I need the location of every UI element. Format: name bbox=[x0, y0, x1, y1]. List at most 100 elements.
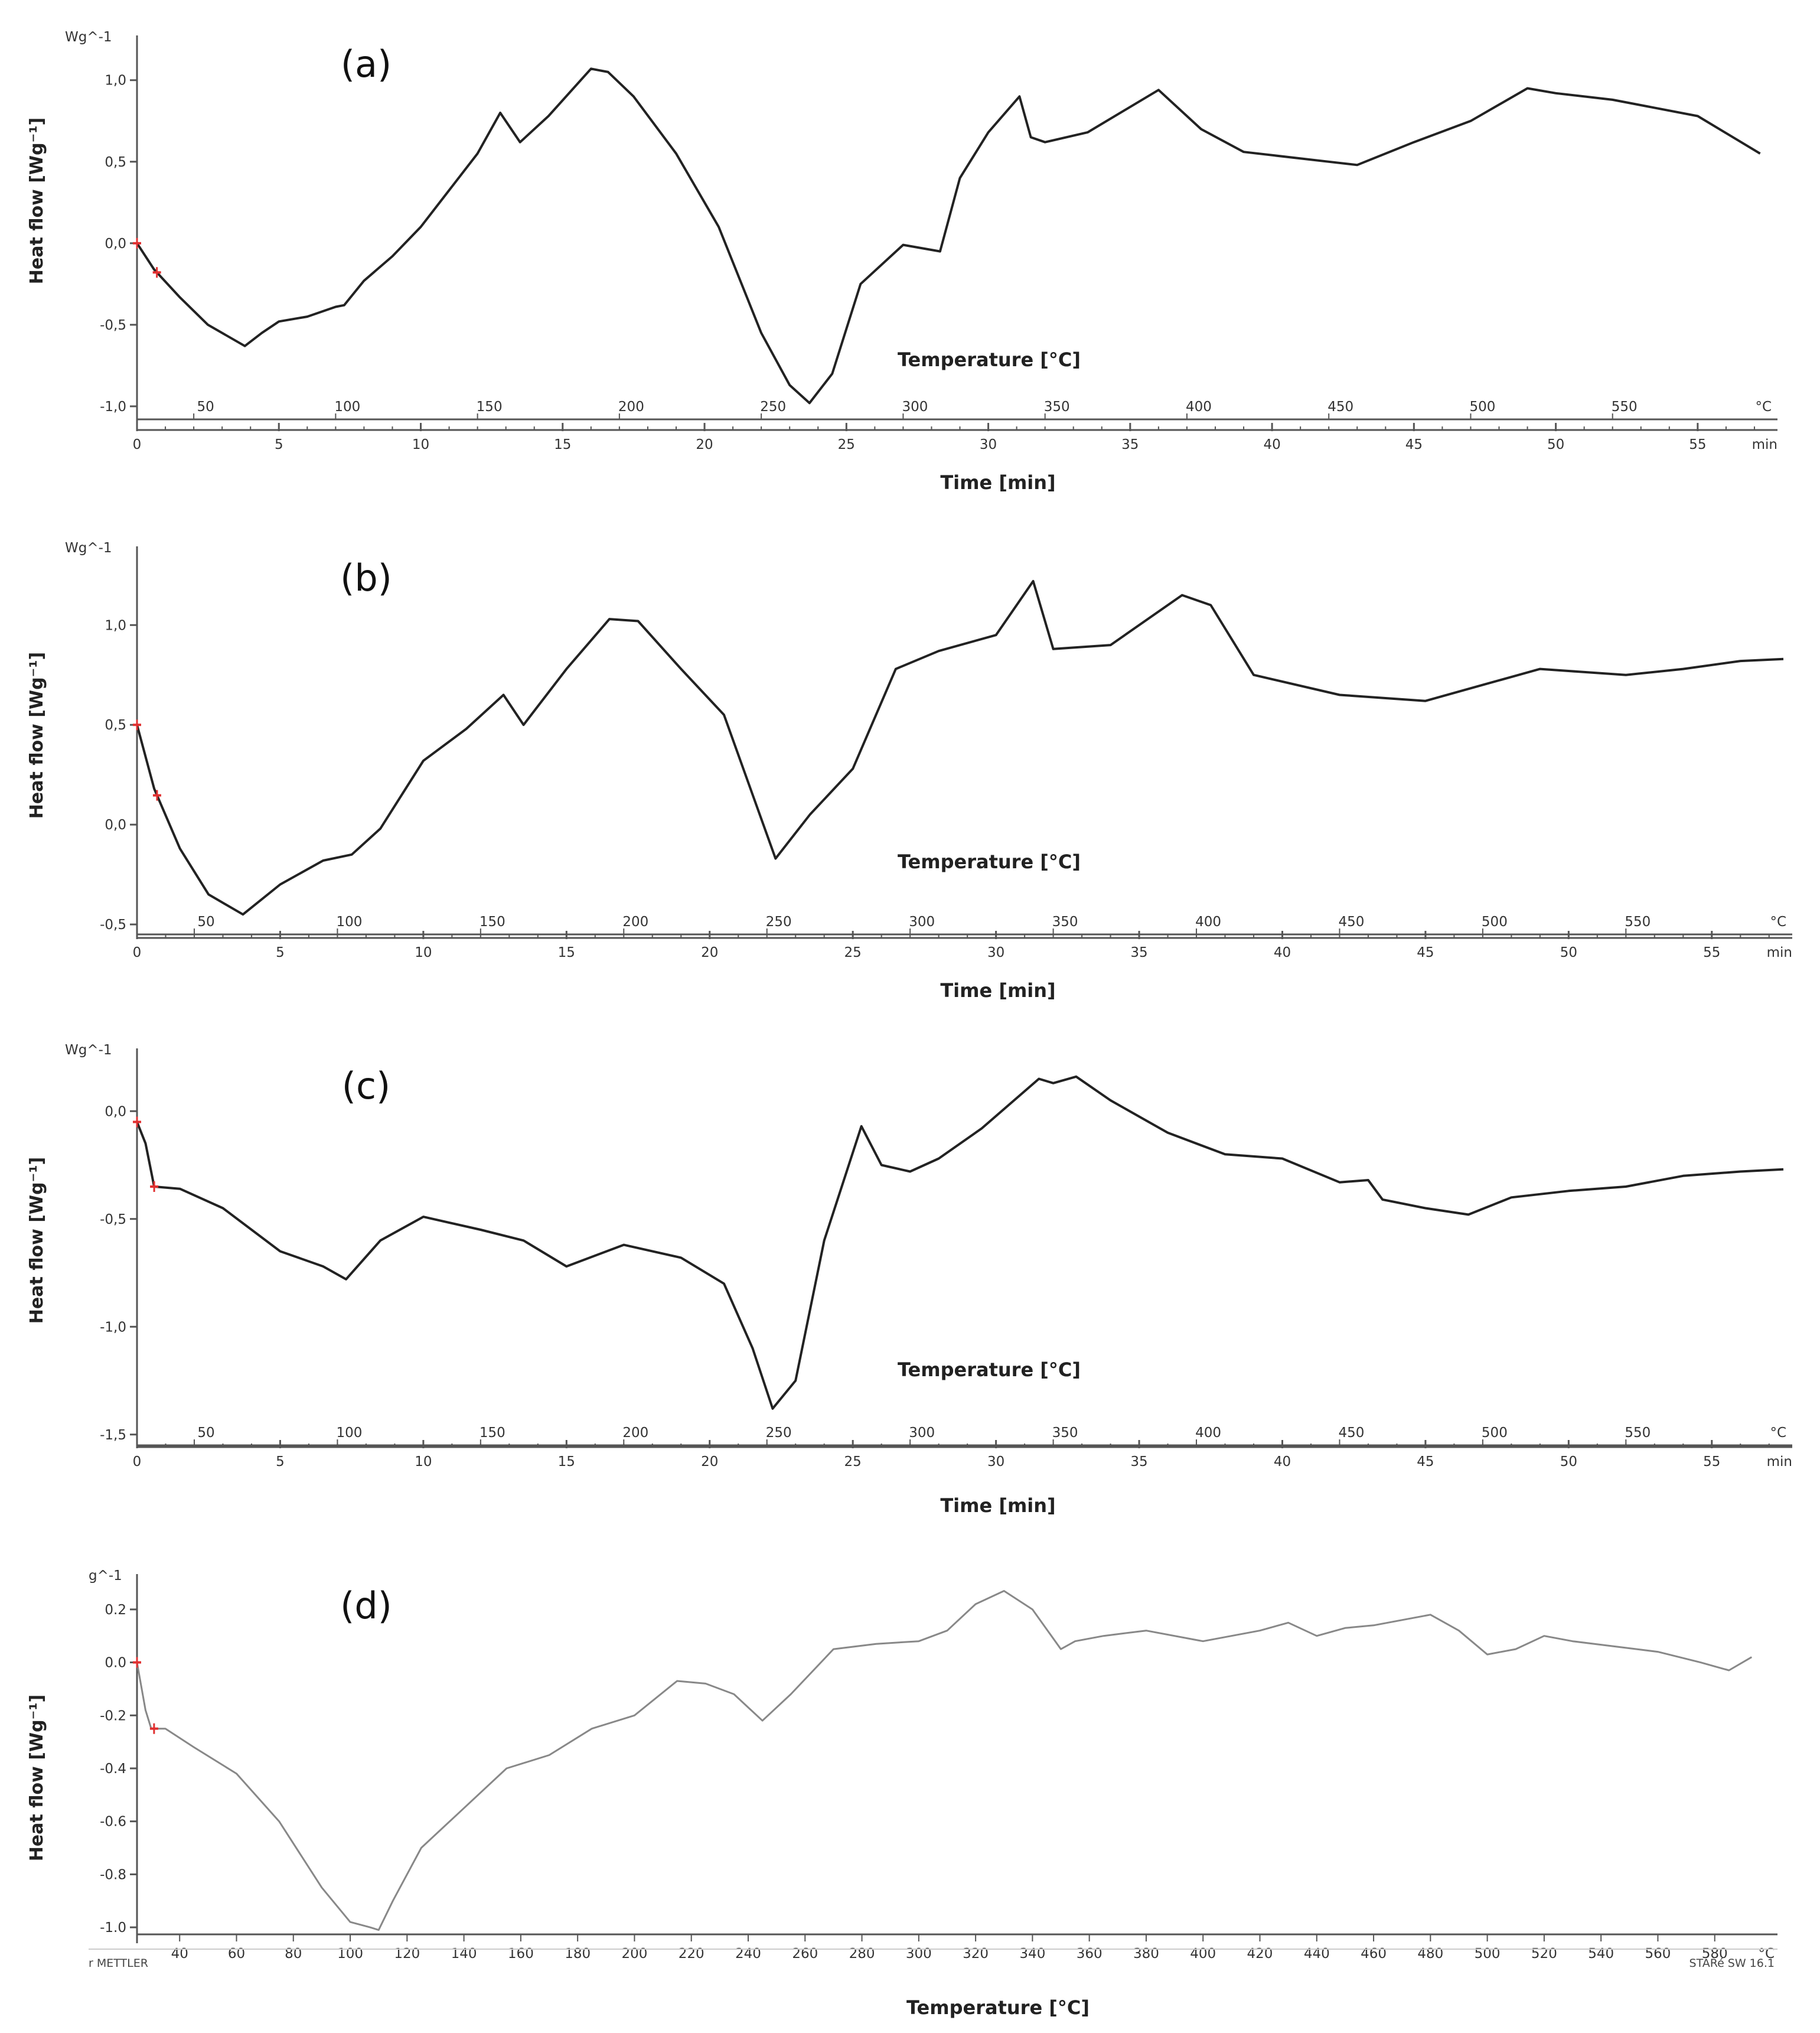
time-tick-label: 40 bbox=[1274, 1454, 1291, 1470]
temperature-tick-label: 500 bbox=[1482, 914, 1508, 930]
temperature-tick-label: 250 bbox=[760, 399, 786, 415]
panel-d: -1.0 -0.8 -0.6 -0.4 -0.2 0.0 0.2 g^-1 Heat flow … bbox=[27, 1568, 1777, 2019]
time-tick-label: 50 bbox=[1560, 1454, 1577, 1470]
time-tick-label: 0 bbox=[133, 1454, 142, 1470]
y-tick-label: -0,5 bbox=[100, 1212, 126, 1227]
time-tick-label: 10 bbox=[412, 437, 429, 452]
y-tick-label: 0.2 bbox=[105, 1602, 126, 1618]
time-tick-label: 40 bbox=[1274, 945, 1291, 960]
time-tick-label: 30 bbox=[987, 1454, 1004, 1470]
temperature-tick-label: 300 bbox=[909, 1425, 935, 1441]
y-tick-label: -1,0 bbox=[100, 399, 126, 415]
temperature-tick-label: 50 bbox=[197, 399, 214, 415]
x-axis-title: Temperature [°C] bbox=[906, 1996, 1090, 2019]
temperature-axis-title: Temperature [°C] bbox=[898, 348, 1081, 371]
y-tick-label: -0,5 bbox=[100, 318, 126, 333]
y-tick-label: -0.8 bbox=[100, 1867, 126, 1882]
time-unit: min bbox=[1752, 437, 1777, 452]
y-tick-label: 0.0 bbox=[105, 1656, 126, 1671]
x-tick-label: 540 bbox=[1588, 1946, 1614, 1962]
time-tick-label: 25 bbox=[844, 1454, 862, 1470]
y-tick-label: 0,0 bbox=[105, 817, 126, 833]
y-axis-title: Heat flow [Wg⁻¹] bbox=[27, 118, 47, 284]
time-tick-label: 45 bbox=[1405, 437, 1423, 452]
y-tick-label: -0.2 bbox=[100, 1708, 126, 1724]
temperature-tick-label: 200 bbox=[618, 399, 644, 415]
x-tick-label: 420 bbox=[1247, 1946, 1273, 1962]
time-tick-label: 20 bbox=[696, 437, 713, 452]
x-tick-label: 120 bbox=[394, 1946, 420, 1962]
temperature-axis-title: Temperature [°C] bbox=[898, 851, 1081, 873]
temperature-tick-label: 450 bbox=[1338, 914, 1364, 930]
y-tick-label: -0.6 bbox=[100, 1814, 126, 1830]
time-axis-title: Time [min] bbox=[940, 979, 1055, 1002]
y-tick-label: -0,5 bbox=[100, 917, 126, 933]
time-tick-label: 35 bbox=[1130, 945, 1147, 960]
x-tick-label: 460 bbox=[1361, 1946, 1387, 1962]
heat-flow-curve bbox=[136, 1590, 1753, 1931]
y-unit-label: g^-1 bbox=[89, 1568, 122, 1584]
temperature-axis-title: Temperature [°C] bbox=[898, 1358, 1081, 1381]
x-tick-label: 440 bbox=[1304, 1946, 1330, 1962]
time-tick-label: 55 bbox=[1689, 437, 1706, 452]
temperature-unit: °C bbox=[1770, 914, 1786, 930]
y-unit-label: Wg^-1 bbox=[65, 540, 112, 556]
y-axis-title: Heat flow [Wg⁻¹] bbox=[27, 1695, 47, 1861]
time-axis-title: Time [min] bbox=[940, 471, 1055, 494]
temperature-tick-label: 550 bbox=[1625, 1425, 1651, 1441]
x-tick-label: 180 bbox=[565, 1946, 591, 1962]
panel-c: -1,5 -1,0 -0,5 0,0 Wg^-1 Heat flow [Wg⁻¹] (c) 5… bbox=[27, 1042, 1792, 1517]
heat-flow-curve bbox=[136, 579, 1784, 916]
temperature-tick-label: 200 bbox=[622, 1425, 648, 1441]
temperature-unit: °C bbox=[1755, 399, 1772, 415]
y-tick-label: 0,5 bbox=[105, 155, 126, 170]
temperature-tick-label: 250 bbox=[766, 914, 792, 930]
time-tick-label: 0 bbox=[133, 437, 142, 452]
x-tick-label: 60 bbox=[228, 1946, 245, 1962]
panel-label: (a) bbox=[341, 43, 392, 86]
panel-label: (b) bbox=[340, 556, 392, 600]
x-tick-label: 240 bbox=[735, 1946, 761, 1962]
x-tick-label: 100 bbox=[337, 1946, 363, 1962]
y-axis-title: Heat flow [Wg⁻¹] bbox=[27, 1157, 47, 1324]
y-tick-label: -1,0 bbox=[100, 1320, 126, 1335]
temperature-tick-label: 350 bbox=[1052, 1425, 1078, 1441]
time-tick-label: 30 bbox=[980, 437, 997, 452]
time-tick-label: 20 bbox=[701, 1454, 718, 1470]
temperature-tick-label: 400 bbox=[1195, 1425, 1221, 1441]
time-tick-label: 15 bbox=[558, 945, 575, 960]
temperature-tick-label: 450 bbox=[1328, 399, 1353, 415]
time-tick-label: 25 bbox=[838, 437, 855, 452]
temperature-unit: °C bbox=[1770, 1425, 1786, 1441]
time-unit: min bbox=[1767, 1454, 1792, 1470]
temperature-tick-label: 150 bbox=[480, 1425, 505, 1441]
x-tick-label: 520 bbox=[1531, 1946, 1557, 1962]
footer-right: STARé SW 16.1 bbox=[1689, 1957, 1775, 1970]
time-tick-label: 30 bbox=[987, 945, 1004, 960]
time-tick-label: 35 bbox=[1121, 437, 1139, 452]
temperature-tick-label: 250 bbox=[766, 1425, 792, 1441]
x-tick-label: 500 bbox=[1475, 1946, 1501, 1962]
time-tick-label: 55 bbox=[1703, 945, 1720, 960]
x-tick-label: 360 bbox=[1077, 1946, 1103, 1962]
time-unit: min bbox=[1767, 945, 1792, 960]
time-tick-label: 45 bbox=[1417, 1454, 1434, 1470]
temperature-tick-label: 400 bbox=[1195, 914, 1221, 930]
y-unit-label: Wg^-1 bbox=[65, 30, 112, 45]
x-tick-label: 280 bbox=[849, 1946, 875, 1962]
time-tick-label: 5 bbox=[275, 437, 283, 452]
panel-label: (d) bbox=[340, 1584, 392, 1627]
time-tick-label: 55 bbox=[1703, 1454, 1720, 1470]
temperature-tick-label: 50 bbox=[197, 914, 214, 930]
x-tick-label: 320 bbox=[963, 1946, 989, 1962]
x-tick-label: 300 bbox=[906, 1946, 932, 1962]
temperature-tick-label: 150 bbox=[477, 399, 503, 415]
y-tick-label: -1,5 bbox=[100, 1428, 126, 1443]
time-tick-label: 40 bbox=[1263, 437, 1280, 452]
panel-label: (c) bbox=[342, 1064, 390, 1107]
y-tick-label: -0.4 bbox=[100, 1761, 126, 1777]
x-tick-label: 80 bbox=[285, 1946, 302, 1962]
time-tick-label: 10 bbox=[415, 1454, 432, 1470]
